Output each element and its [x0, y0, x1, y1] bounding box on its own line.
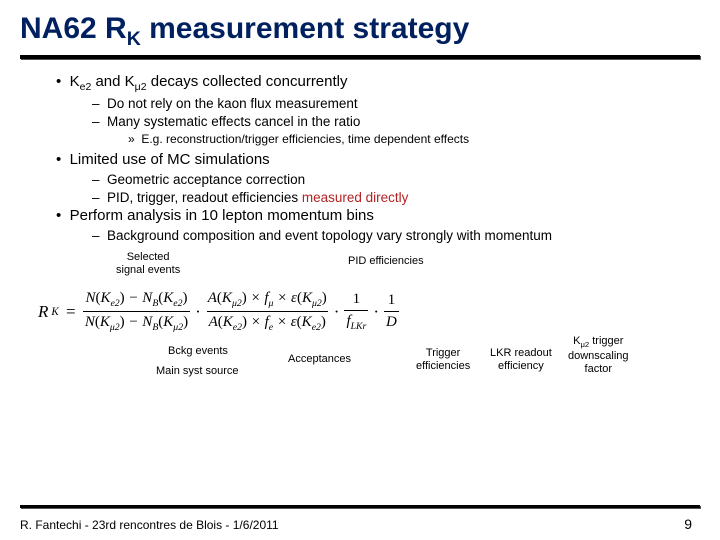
ann-lkr: LKR readoutefficiency: [490, 347, 552, 372]
ann-trigger: Triggerefficiencies: [416, 347, 470, 372]
bullet-2: Limited use of MC simulations: [56, 151, 700, 170]
bullet-1: Ke2 and Kμ2 decays collected concurrentl…: [56, 73, 700, 94]
bullet-2-2: PID, trigger, readout efficiencies measu…: [92, 190, 700, 207]
formula-zone: Selectedsignal events PID efficiencies R…: [20, 249, 700, 389]
title-rule: [20, 55, 700, 59]
slide-title: NA62 RK measurement strategy: [20, 12, 700, 51]
bullet-1-2-1: E.g. reconstruction/trigger efficiencies…: [128, 132, 700, 147]
bullet-3-1: Background composition and event topolog…: [92, 228, 700, 245]
bullet-list: Ke2 and Kμ2 decays collected concurrentl…: [20, 73, 700, 245]
ann-mainsyst: Main syst source: [156, 365, 239, 378]
bullet-1-1: Do not rely on the kaon flux measurement: [92, 96, 700, 113]
bullet-3: Perform analysis in 10 lepton momentum b…: [56, 207, 700, 226]
footer-left: R. Fantechi - 23rd rencontres de Blois -…: [20, 518, 279, 532]
bullet-1-2: Many systematic effects cancel in the ra…: [92, 114, 700, 131]
ann-kmu-trigger: Kμ2 triggerdownscalingfactor: [568, 335, 629, 375]
page-number: 9: [684, 516, 692, 532]
ann-bckg: Bckg events: [168, 345, 228, 358]
bottom-rule: [20, 505, 700, 508]
ann-pid: PID efficiencies: [348, 255, 424, 268]
bullet-2-1: Geometric acceptance correction: [92, 172, 700, 189]
rk-formula: RK = N(Ke2) − NB(Ke2) N(Kμ2) − NB(Kμ2) ·…: [38, 289, 399, 334]
ann-acceptances: Acceptances: [288, 353, 351, 366]
ann-selected: Selectedsignal events: [116, 251, 180, 276]
